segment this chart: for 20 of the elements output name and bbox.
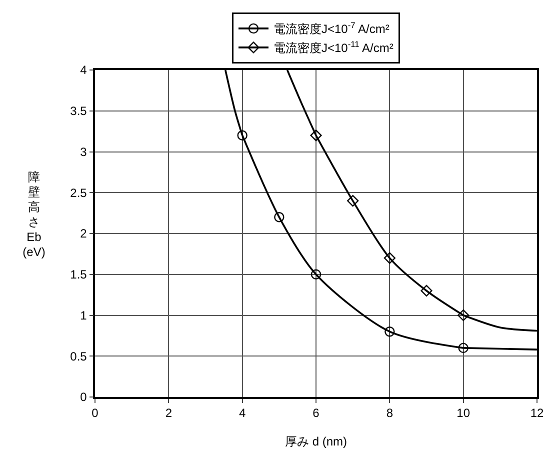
y-tick-label: 3.5 (70, 104, 88, 118)
x-tick-label: 0 (92, 406, 99, 420)
y-tick-label: 4 (80, 63, 88, 78)
y-tick-label: 1.5 (70, 268, 88, 282)
y-tick-label: 2 (80, 226, 88, 241)
y-tick-label: 0.5 (70, 349, 88, 364)
y-tick-label: 1 (80, 308, 88, 322)
x-tick-label: 12 (530, 406, 544, 420)
x-tick-label: 8 (386, 406, 394, 420)
x-axis-title: 厚み d (nm) (284, 434, 348, 449)
x-tick-label: 2 (165, 406, 172, 420)
legend-label: 電流密度J<10$^{-11}$ A/cm² (274, 39, 394, 56)
x-tick-label: 6 (312, 406, 320, 420)
y-axis-title: 障壁高さ Eb (eV) (22, 170, 46, 260)
y-tick-label: 3 (80, 144, 88, 159)
legend-label: 電流密度J<10$^{-7}$ A/cm² (274, 20, 390, 36)
x-tick-label: 4 (238, 406, 246, 420)
y-tick-label: 2.5 (70, 186, 88, 200)
x-tick-label: 10 (456, 406, 470, 420)
y-tick-label: 0 (80, 390, 88, 404)
